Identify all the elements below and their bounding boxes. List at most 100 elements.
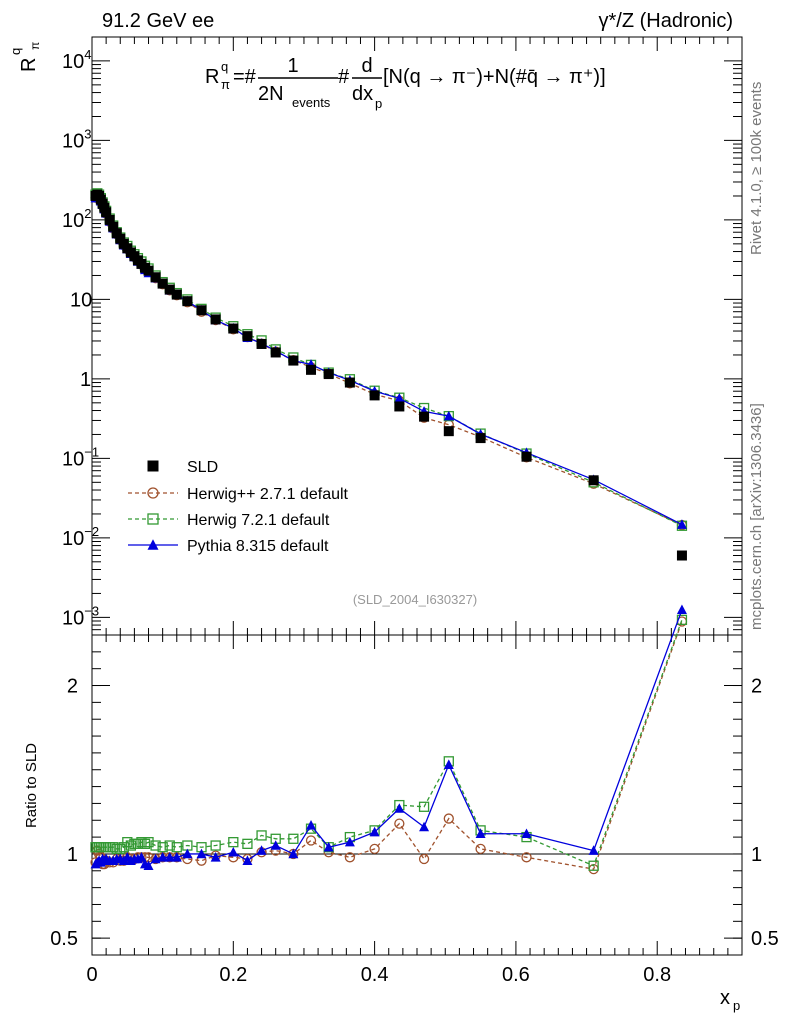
ratio-y-tick-label: 0.5	[50, 928, 78, 950]
ratio-point	[157, 842, 168, 853]
ratio-axis-ticks: 0.5 0.5 1 1 2 2 0 0.2 0.4 0.6 0.8	[50, 635, 779, 986]
ratio-y-axis-label: Ratio to SLD	[23, 743, 40, 828]
main-point	[104, 214, 115, 225]
formula-d-bottom-sub: p	[375, 96, 382, 111]
main-point	[394, 393, 405, 403]
ratio-point	[676, 614, 688, 625]
legend-label: Pythia 8.315 default	[187, 538, 329, 555]
ratio-point	[323, 841, 334, 852]
legend-label: SLD	[187, 459, 218, 476]
ratio-point	[242, 855, 253, 865]
main-y-axis-label-sub: π	[28, 42, 42, 50]
main-point	[676, 550, 687, 561]
ratio-point	[196, 848, 207, 859]
ratio-point	[143, 860, 154, 871]
ratio-point	[521, 828, 532, 839]
ratio-point	[182, 848, 193, 859]
formula-d-bottom: dx	[352, 83, 373, 105]
ratio-y-tick-label: 1	[67, 844, 78, 866]
ratio-point	[475, 843, 486, 855]
main-point	[270, 347, 281, 358]
formula-denominator: 2N	[258, 83, 284, 105]
main-y-axis-label: R q π	[8, 42, 42, 72]
formula-denominator-sub: events	[292, 95, 331, 110]
main-series	[90, 188, 688, 561]
main-point	[196, 305, 207, 316]
ratio-point	[136, 852, 147, 862]
ratio-point	[171, 852, 182, 862]
formula-d-top: d	[361, 55, 372, 77]
main-y-axis-label-sup: q	[8, 48, 23, 55]
ratio-point	[588, 860, 599, 871]
main-point	[111, 228, 122, 239]
main-point	[143, 265, 154, 276]
x-tick-label: 0.6	[502, 964, 530, 986]
ratio-point	[344, 852, 356, 863]
ratio-series-2	[90, 604, 687, 871]
ratio-point	[288, 848, 299, 859]
ratio-series-line	[95, 619, 683, 867]
ratio-point	[394, 803, 405, 813]
ratio-y-tick-label-right: 1	[751, 844, 762, 866]
ratio-point	[588, 845, 599, 855]
main-point	[323, 369, 334, 380]
main-point	[394, 401, 405, 412]
main-y-tick-label: 103	[62, 126, 91, 152]
formula-numerator: 1	[287, 55, 298, 77]
main-point	[475, 433, 486, 444]
ratio-point	[157, 852, 168, 862]
x-tick-label: 0.8	[643, 964, 671, 986]
ratio-panel-frame	[91, 634, 743, 956]
ratio-point	[394, 818, 405, 829]
main-point	[256, 338, 267, 349]
formula-r: R	[205, 66, 219, 88]
header-energy-label: 91.2 GeV ee	[102, 10, 214, 32]
analysis-id-label: (SLD_2004_I630327)	[353, 592, 477, 607]
legend-item-2: Herwig 7.2.1 default	[128, 512, 330, 529]
x-tick-label: 0	[86, 964, 97, 986]
ratio-point	[122, 837, 133, 848]
legend-marker	[147, 539, 159, 550]
main-point	[115, 233, 126, 244]
x-tick-label: 0.4	[361, 964, 389, 986]
x-axis-label: x	[720, 987, 730, 1009]
ratio-series-1	[90, 614, 688, 871]
main-y-tick-label: 102	[62, 206, 91, 232]
ratio-point	[210, 840, 221, 851]
legend-item-0: SLD	[147, 459, 218, 476]
main-series-0	[90, 189, 687, 561]
main-y-tick-label: 10	[70, 289, 92, 311]
formula-hash: #	[338, 66, 350, 88]
ratio-point	[270, 840, 281, 850]
main-point	[171, 289, 182, 300]
ratio-panel: 0.5 0.5 1 1 2 2 0 0.2 0.4 0.6 0.8	[50, 604, 779, 986]
ratio-point	[171, 842, 182, 853]
ratio-point	[132, 838, 144, 849]
formula-sub-pi: π	[221, 77, 230, 92]
formula: R q π =# 1 2N events # d dx p [N(q → π⁻)…	[205, 55, 606, 111]
main-point	[108, 221, 119, 232]
ratio-point	[369, 826, 380, 837]
ratio-point	[256, 830, 267, 841]
ratio-y-tick-label: 2	[67, 676, 78, 698]
ratio-y-tick-label-right: 2	[751, 676, 762, 698]
main-point	[588, 475, 599, 486]
main-point	[182, 296, 193, 307]
formula-sup-q: q	[221, 59, 228, 74]
main-point	[344, 377, 355, 388]
main-point	[288, 355, 299, 366]
rivet-version-label: Rivet 4.1.0, ≥ 100k events	[748, 82, 765, 255]
ratio-point	[418, 853, 430, 865]
main-point	[228, 323, 239, 334]
ratio-point	[419, 821, 430, 832]
header-process-label: γ*/Z (Hadronic)	[599, 10, 733, 32]
x-tick-label: 0.2	[219, 964, 247, 986]
main-point	[443, 410, 454, 421]
main-point	[306, 364, 317, 375]
ratio-point	[305, 835, 317, 846]
ratio-point	[228, 837, 239, 848]
main-y-tick-label: 1	[80, 369, 91, 391]
